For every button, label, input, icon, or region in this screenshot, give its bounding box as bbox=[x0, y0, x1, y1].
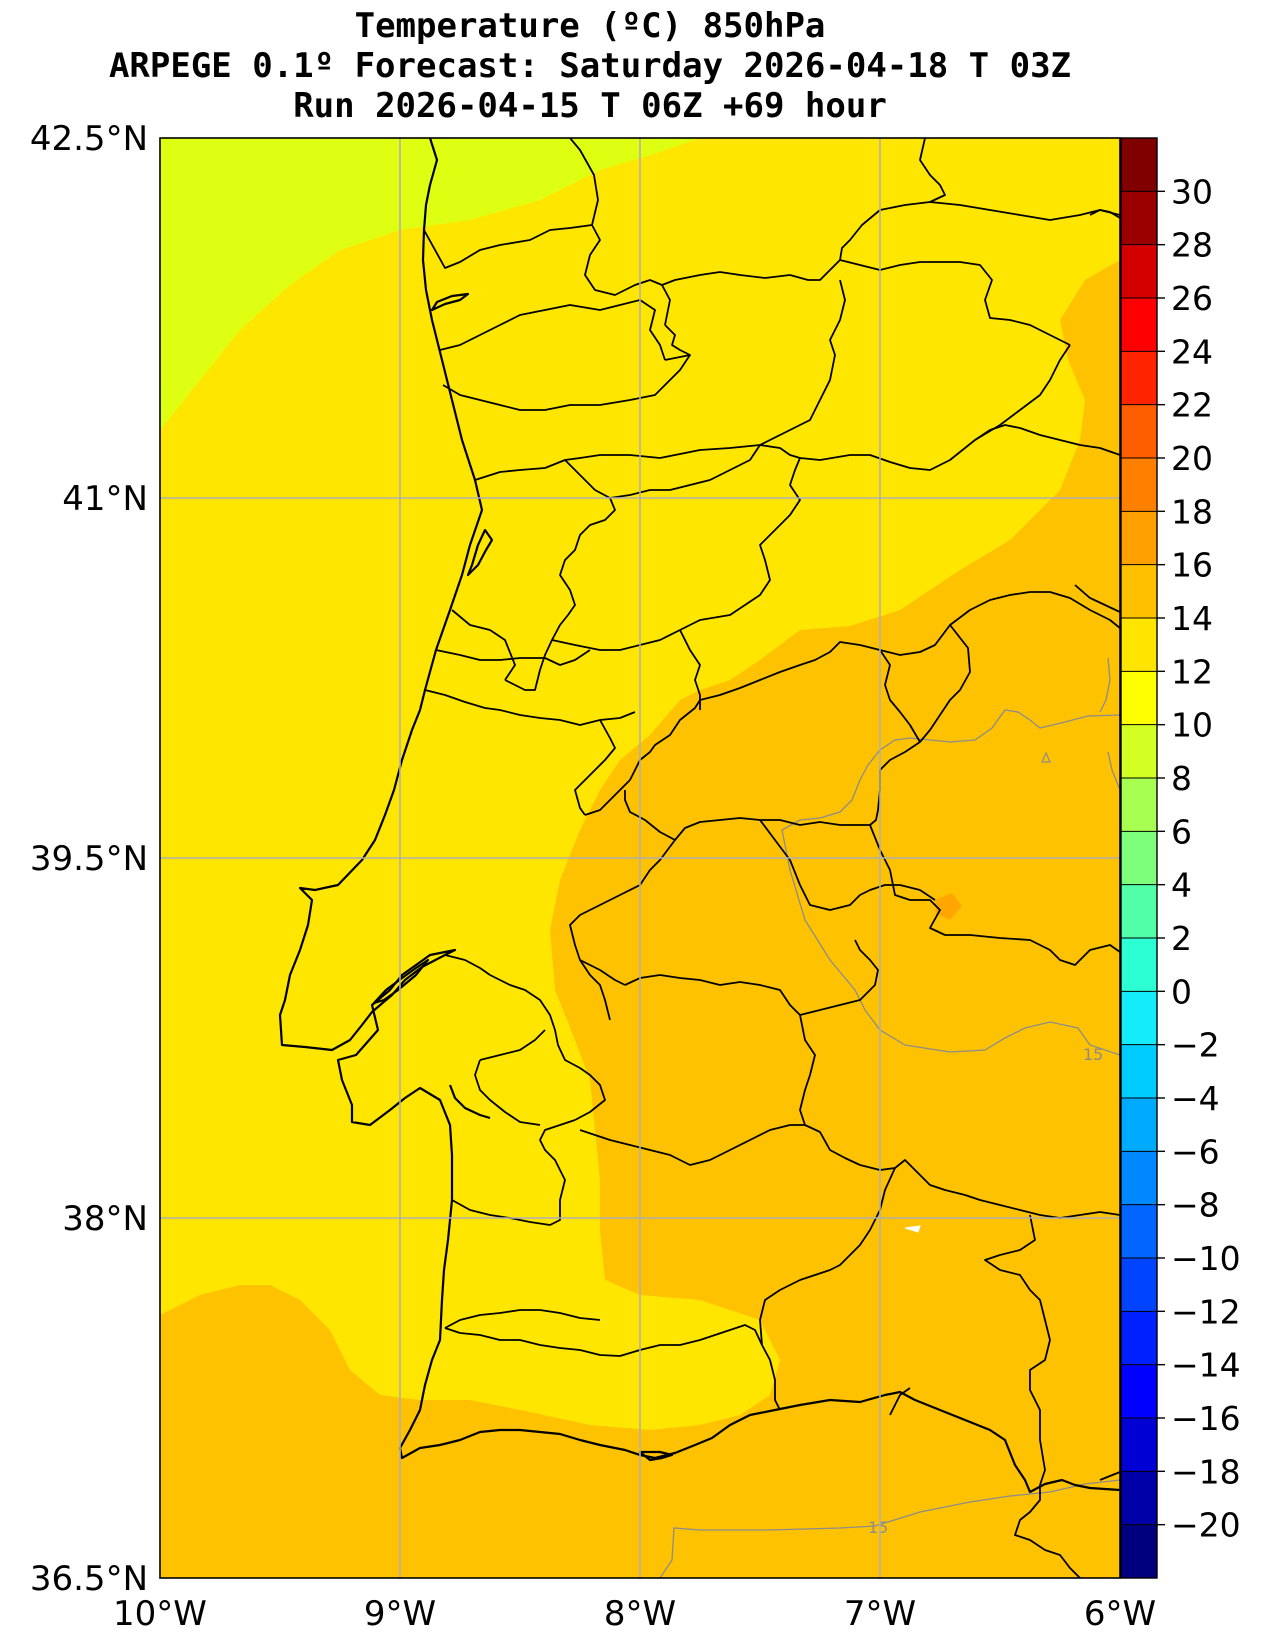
colorbar-swatch bbox=[1121, 298, 1157, 352]
cool-zone bbox=[160, 138, 700, 430]
colorbar-swatch bbox=[1121, 1364, 1157, 1418]
small-island bbox=[904, 1225, 921, 1233]
colorbar-tick-label: −10 bbox=[1171, 1239, 1241, 1278]
lon-tick-label: 7°W bbox=[844, 1594, 916, 1634]
colorbar-tick-label: 10 bbox=[1171, 706, 1213, 745]
colorbar-tick-label: −12 bbox=[1171, 1292, 1241, 1331]
colorbar-swatch bbox=[1121, 564, 1157, 618]
colorbar-tick-label: 30 bbox=[1171, 172, 1213, 211]
gridlines bbox=[160, 138, 1120, 1578]
colorbar-tick-label: 20 bbox=[1171, 439, 1213, 478]
colorbar-swatch bbox=[1121, 671, 1157, 725]
contour-15-east-branch bbox=[1099, 657, 1111, 713]
colorbar-swatch bbox=[1121, 404, 1157, 458]
colorbar-swatch bbox=[1121, 1524, 1157, 1578]
title-line-variable: Temperature (ºC) 850hPa bbox=[354, 6, 826, 46]
colorbar-swatch bbox=[1121, 511, 1157, 565]
colorbar-tick-label: 28 bbox=[1171, 226, 1213, 265]
colorbar-tick-label: 26 bbox=[1171, 279, 1213, 318]
lon-tick-label: 9°W bbox=[364, 1594, 436, 1634]
colorbar-swatch bbox=[1121, 831, 1157, 885]
lat-tick-label: 38°N bbox=[62, 1199, 148, 1239]
lon-tick-label: 6°W bbox=[1084, 1594, 1156, 1634]
colorbar-swatch bbox=[1121, 778, 1157, 832]
district-borders bbox=[423, 138, 1120, 1578]
coastline bbox=[278, 138, 1120, 1494]
title-line-forecast: ARPEGE 0.1º Forecast: Saturday 2026-04-1… bbox=[108, 46, 1072, 86]
colorbar-tick-label: −2 bbox=[1171, 1026, 1220, 1065]
colorbar-swatch bbox=[1121, 1098, 1157, 1152]
plot-frame bbox=[159, 137, 1121, 1579]
colorbar-swatch bbox=[1121, 191, 1157, 245]
hot-spot bbox=[935, 893, 962, 920]
colorbar-tick-label: −16 bbox=[1171, 1399, 1241, 1438]
colorbar-swatch bbox=[1121, 938, 1157, 992]
colorbar-swatch bbox=[1121, 244, 1157, 298]
contour-15-east-branch2 bbox=[1107, 751, 1120, 791]
colorbar-swatch bbox=[1121, 1311, 1157, 1365]
contour-15-mark bbox=[1041, 751, 1051, 763]
colorbar-swatch bbox=[1121, 1471, 1157, 1525]
contour-15-south bbox=[659, 1479, 1120, 1578]
colorbar-swatch bbox=[1121, 351, 1157, 405]
contour-label-15-south: 15 bbox=[868, 1518, 888, 1537]
lon-tick-label: 8°W bbox=[604, 1594, 676, 1634]
map-title: Temperature (ºC) 850hPa ARPEGE 0.1º Fore… bbox=[0, 6, 1180, 126]
colorbar-tick-label: 0 bbox=[1171, 972, 1192, 1011]
colorbar-tick-label: 12 bbox=[1171, 652, 1213, 691]
lat-tick-label: 36.5°N bbox=[30, 1559, 148, 1599]
colorbar-swatch bbox=[1121, 724, 1157, 778]
colorbar-tick-label: 2 bbox=[1171, 919, 1192, 958]
lat-tick-label: 41°N bbox=[62, 479, 148, 519]
colorbar-tick-label: 22 bbox=[1171, 386, 1213, 425]
title-line-run: Run 2026-04-15 T 06Z +69 hour bbox=[293, 86, 887, 126]
colorbar-swatch bbox=[1121, 1258, 1157, 1312]
colorbar-tick-label: 6 bbox=[1171, 812, 1192, 851]
contour-label-15-east: 15 bbox=[1083, 1045, 1103, 1064]
colorbar-tick-label: 24 bbox=[1171, 332, 1213, 371]
axis-labels: 10°W 9°W 8°W 7°W 6°W 42.5°N 41°N 39.5°N 38°N 36.5… bbox=[30, 119, 1156, 1634]
lat-tick-label: 39.5°N bbox=[30, 839, 148, 879]
colorbar-tick-label: 4 bbox=[1171, 866, 1192, 905]
colorbar-tick-label: −6 bbox=[1171, 1132, 1220, 1171]
colorbar-tick-label: −18 bbox=[1171, 1452, 1241, 1491]
colorbar: 302826242220181614121086420−2−4−6−8−10−1… bbox=[1120, 137, 1241, 1579]
colorbar-swatch bbox=[1121, 991, 1157, 1045]
lat-tick-label: 42.5°N bbox=[30, 119, 148, 159]
contour-15-east bbox=[781, 709, 1120, 1056]
colorbar-tick-label: 16 bbox=[1171, 546, 1213, 585]
colorbar-tick-label: 18 bbox=[1171, 492, 1213, 531]
colorbar-tick-label: 8 bbox=[1171, 759, 1192, 798]
colorbar-frame bbox=[1120, 137, 1158, 1579]
colorbar-tick-label: −8 bbox=[1171, 1186, 1220, 1225]
lon-tick-label: 10°W bbox=[113, 1594, 207, 1634]
colorbar-swatch bbox=[1121, 1418, 1157, 1472]
colorbar-swatch bbox=[1121, 458, 1157, 512]
colorbar-swatch bbox=[1121, 1151, 1157, 1205]
spain-east-border bbox=[1074, 209, 1120, 613]
colorbar-tick-label: −14 bbox=[1171, 1346, 1241, 1385]
colorbar-tick-label: −20 bbox=[1171, 1506, 1241, 1545]
colorbar-swatch bbox=[1121, 1204, 1157, 1258]
colorbar-tick-label: 14 bbox=[1171, 599, 1213, 638]
colorbar-tick-label: −4 bbox=[1171, 1079, 1220, 1118]
colorbar-swatch bbox=[1121, 138, 1157, 192]
colorbar-swatch bbox=[1121, 1044, 1157, 1098]
colorbar-swatch bbox=[1121, 618, 1157, 672]
colorbar-swatch bbox=[1121, 884, 1157, 938]
